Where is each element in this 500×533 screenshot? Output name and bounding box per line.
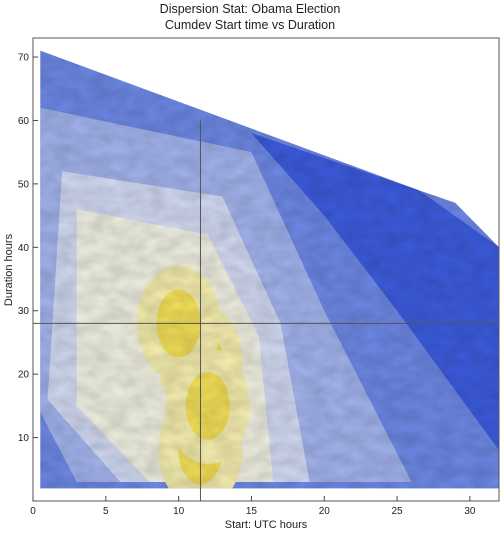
x-tick-label: 25 — [392, 506, 404, 517]
x-tick-label: 5 — [103, 506, 109, 517]
x-axis-title: Start: UTC hours — [225, 519, 308, 531]
y-tick-label: 10 — [18, 433, 30, 444]
y-tick-label: 60 — [18, 116, 30, 127]
y-tick-label: 20 — [18, 370, 30, 381]
y-tick-label: 50 — [18, 179, 30, 190]
y-tick-label: 40 — [18, 243, 30, 254]
x-tick-label: 15 — [246, 506, 258, 517]
x-tick-label: 30 — [464, 506, 476, 517]
y-axis-title: Duration hours — [3, 233, 15, 306]
x-tick-label: 20 — [319, 506, 331, 517]
chart-title: Dispersion Stat: Obama Election — [159, 2, 341, 16]
x-tick-label: 0 — [30, 506, 36, 517]
contour-texture — [40, 50, 499, 489]
y-tick-label: 30 — [18, 306, 30, 317]
plot-frame — [32, 37, 500, 502]
chart-subtitle: Cumdev Start time vs Duration — [164, 18, 336, 32]
y-tick-label: 70 — [18, 53, 30, 64]
x-tick-label: 10 — [173, 506, 185, 517]
density-field — [40, 50, 499, 489]
